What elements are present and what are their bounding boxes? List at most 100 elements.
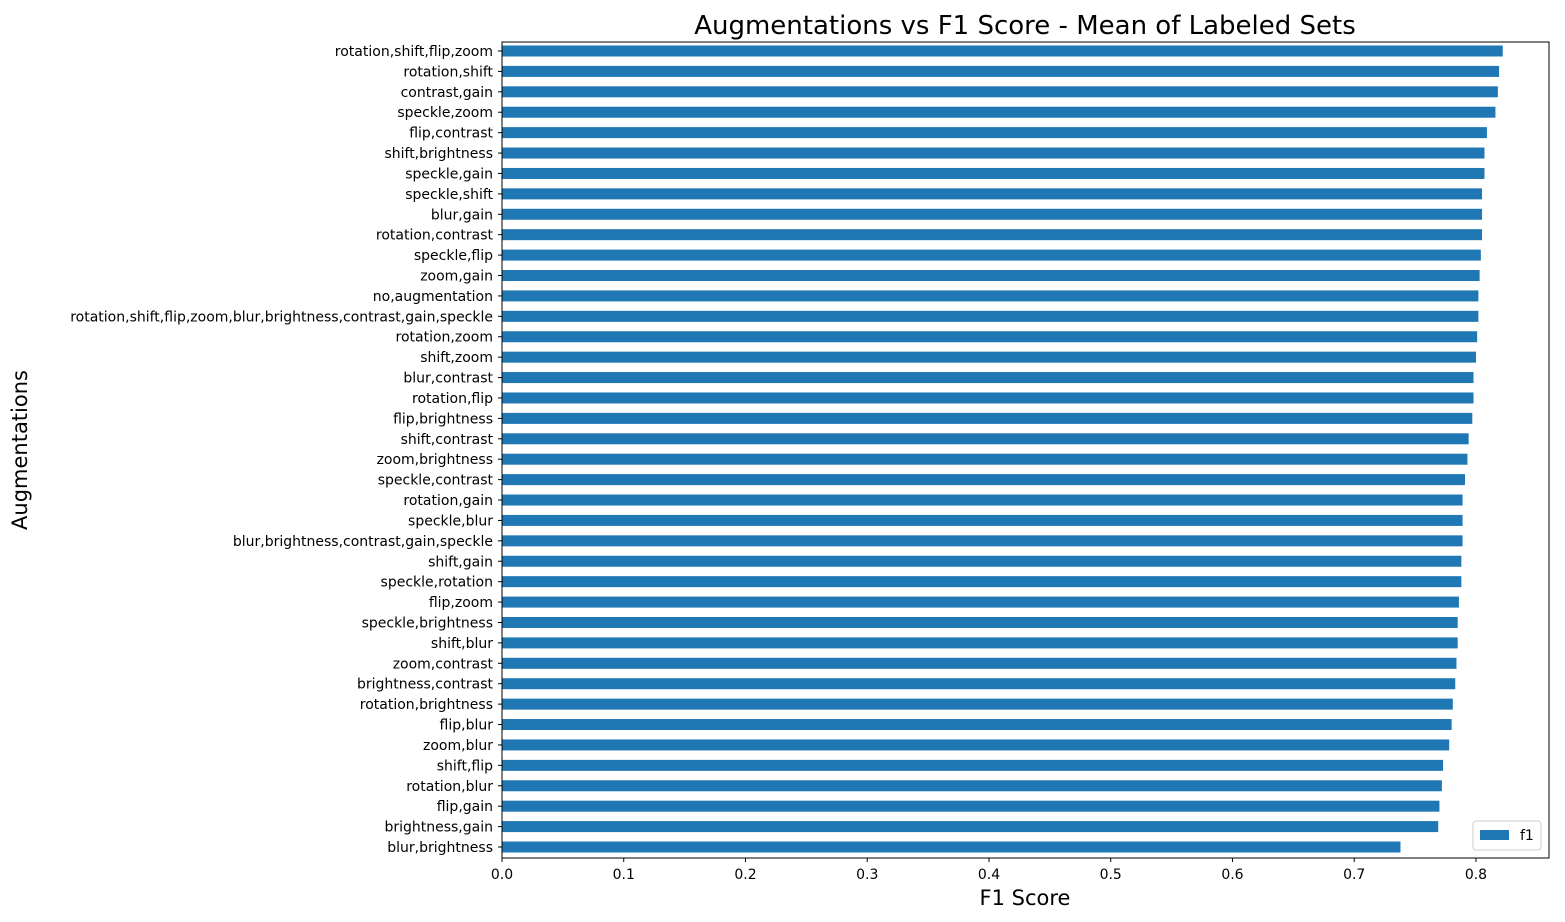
bar-31 xyxy=(502,678,1456,690)
y-tick-label: speckle,flip xyxy=(414,248,493,264)
y-tick-label: speckle,rotation xyxy=(381,575,493,591)
plot-frame xyxy=(501,41,1550,859)
bar-27 xyxy=(502,596,1459,608)
y-tick-label: speckle,brightness xyxy=(362,615,493,631)
y-tick-label: shift,gain xyxy=(428,554,493,570)
y-tick-label: flip,gain xyxy=(437,799,493,815)
bar-13 xyxy=(502,310,1479,322)
plot-area-border xyxy=(501,41,1550,859)
bar-26 xyxy=(502,576,1462,588)
bar-39 xyxy=(502,841,1401,853)
chart-title: Augmentations vs F1 Score - Mean of Labe… xyxy=(694,11,1356,41)
y-tick-label: rotation,flip xyxy=(412,391,493,407)
bar-33 xyxy=(502,719,1452,731)
x-ticks: 0.0 0.1 0.2 0.3 0.4 0.5 0.6 0.7 0.8 xyxy=(491,858,1487,883)
bar-24 xyxy=(502,535,1463,547)
bar-12 xyxy=(502,290,1479,302)
bar-1 xyxy=(502,65,1500,77)
y-tick-label: shift,zoom xyxy=(420,350,493,366)
bar-35 xyxy=(502,759,1444,771)
y-tick-label: speckle,contrast xyxy=(378,473,494,489)
y-tick-label: rotation,shift xyxy=(403,64,493,80)
y-tick-label: rotation,shift,flip,zoom,blur,brightness… xyxy=(70,309,493,325)
y-tick-label: rotation,blur xyxy=(406,779,493,795)
y-tick-label: speckle,zoom xyxy=(397,105,493,121)
bar-37 xyxy=(502,800,1440,812)
x-tick-label: 0.1 xyxy=(613,867,635,883)
y-tick-label: zoom,blur xyxy=(423,738,493,754)
x-tick-label: 0.6 xyxy=(1221,867,1243,883)
y-tick-label: flip,brightness xyxy=(393,411,493,427)
y-tick-label: rotation,zoom xyxy=(396,330,493,346)
bar-3 xyxy=(502,106,1496,118)
bar-7 xyxy=(502,188,1483,200)
y-tick-label: zoom,brightness xyxy=(377,452,493,468)
y-tick-label: blur,gain xyxy=(431,207,493,223)
bar-19 xyxy=(502,433,1469,445)
bar-29 xyxy=(502,637,1458,649)
bar-14 xyxy=(502,331,1478,343)
bar-34 xyxy=(502,739,1450,751)
x-tick-label: 0.0 xyxy=(491,867,513,883)
bar-22 xyxy=(502,494,1463,506)
y-tick-label: flip,contrast xyxy=(409,126,493,142)
y-tick-label: flip,zoom xyxy=(429,595,493,611)
x-tick-label: 0.5 xyxy=(1100,867,1122,883)
y-tick-label: rotation,shift,flip,zoom xyxy=(335,44,493,60)
y-tick-label: shift,flip xyxy=(437,758,493,774)
y-tick-label: speckle,gain xyxy=(405,166,493,182)
y-tick-label: blur,contrast xyxy=(403,371,493,387)
bar-20 xyxy=(502,453,1468,465)
bar-18 xyxy=(502,412,1473,424)
bar-8 xyxy=(502,208,1483,220)
x-tick-label: 0.8 xyxy=(1465,867,1487,883)
bar-4 xyxy=(502,127,1487,139)
y-tick-label: brightness,contrast xyxy=(357,677,494,693)
bar-2 xyxy=(502,86,1498,98)
x-tick-label: 0.2 xyxy=(734,867,756,883)
y-tick-label: rotation,gain xyxy=(403,493,493,509)
y-tick-label: shift,contrast xyxy=(401,432,494,448)
bar-6 xyxy=(502,167,1485,179)
bar-10 xyxy=(502,249,1481,261)
x-tick-label: 0.7 xyxy=(1343,867,1365,883)
y-ticks: rotation,shift,flip,zoom rotation,shift co… xyxy=(70,44,502,856)
y-tick-label: zoom,contrast xyxy=(393,656,494,672)
y-tick-label: brightness,gain xyxy=(384,820,493,836)
bar-21 xyxy=(502,474,1465,486)
bar-38 xyxy=(502,821,1439,833)
y-axis-label: Augmentations xyxy=(8,370,32,530)
bar-9 xyxy=(502,229,1483,241)
y-tick-label: blur,brightness xyxy=(387,840,493,856)
y-tick-label: no,augmentation xyxy=(373,289,493,305)
bar-0 xyxy=(502,45,1503,57)
legend: f1 xyxy=(1472,820,1542,851)
x-tick-label: 0.4 xyxy=(978,867,1000,883)
y-tick-label: blur,brightness,contrast,gain,speckle xyxy=(233,534,493,550)
y-tick-label: speckle,blur xyxy=(408,513,493,529)
y-tick-label: zoom,gain xyxy=(420,269,493,285)
y-tick-label: rotation,brightness xyxy=(360,697,493,713)
bars-layer xyxy=(502,45,1503,853)
bar-5 xyxy=(502,147,1485,159)
bar-30 xyxy=(502,657,1457,669)
legend-swatch xyxy=(1480,830,1509,840)
y-tick-label: flip,blur xyxy=(440,718,494,734)
y-tick-label: shift,blur xyxy=(431,636,493,652)
bar-17 xyxy=(502,392,1474,404)
y-tick-label: contrast,gain xyxy=(401,85,493,101)
bar-28 xyxy=(502,616,1458,628)
y-tick-label: shift,brightness xyxy=(384,146,493,162)
bar-16 xyxy=(502,372,1474,384)
y-tick-label: speckle,shift xyxy=(405,187,493,203)
bar-36 xyxy=(502,780,1442,792)
bar-23 xyxy=(502,514,1463,526)
bar-11 xyxy=(502,270,1480,282)
x-tick-label: 0.3 xyxy=(856,867,878,883)
legend-label: f1 xyxy=(1520,828,1534,844)
x-axis-label: F1 Score xyxy=(980,886,1071,910)
y-tick-label: rotation,contrast xyxy=(376,228,494,244)
bar-15 xyxy=(502,351,1476,363)
